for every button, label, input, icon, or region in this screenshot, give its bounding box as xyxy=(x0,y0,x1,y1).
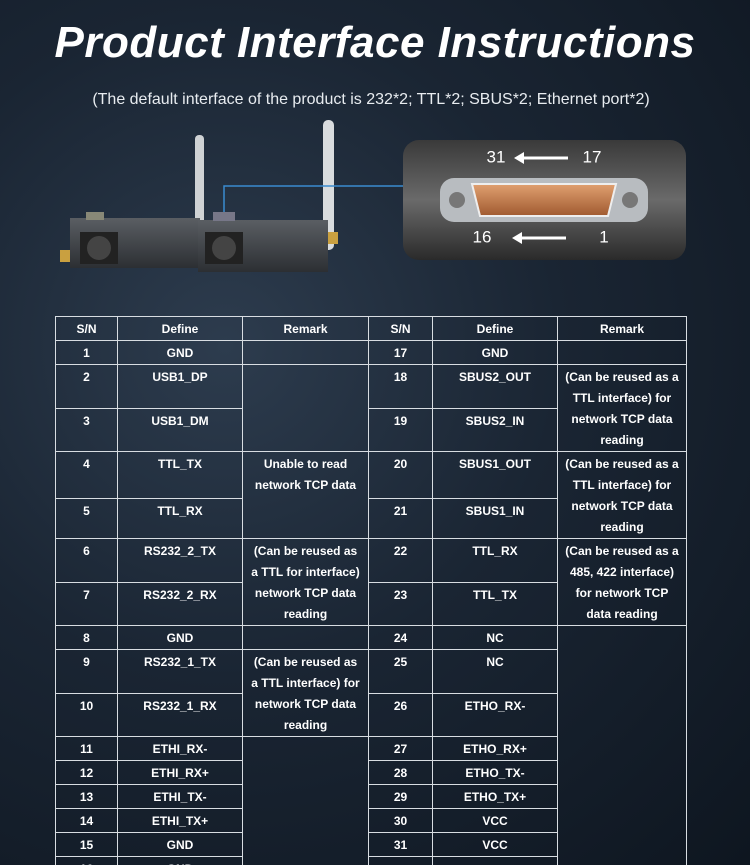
sn-cell: 22 xyxy=(368,538,433,583)
sn-cell: 9 xyxy=(55,649,118,694)
device-right xyxy=(198,120,403,272)
sn-cell: 17 xyxy=(368,340,433,365)
define-cell: GND xyxy=(432,340,558,365)
pin-label: 1 xyxy=(599,227,608,246)
define-cell: GND xyxy=(117,832,243,857)
define-cell: TTL_RX xyxy=(432,538,558,583)
sn-cell: 8 xyxy=(55,625,118,650)
remark-cell xyxy=(557,625,687,865)
column-header: Remark xyxy=(242,316,369,341)
sn-cell: 6 xyxy=(55,538,118,583)
pin-label: 16 xyxy=(473,227,492,246)
sn-cell: 20 xyxy=(368,450,433,500)
sn-cell: 31 xyxy=(368,832,433,857)
pin-table: S/N Define Remark S/N Define Remark 1 GND 17 GND 2… xyxy=(55,316,687,865)
define-cell: ETHO_RX- xyxy=(432,692,558,737)
column-header: S/N xyxy=(368,316,433,341)
define-cell: ETHI_TX- xyxy=(117,784,243,809)
device-left xyxy=(60,135,204,268)
sn-cell: 4 xyxy=(55,450,118,500)
sn-cell: 27 xyxy=(368,736,433,761)
define-cell: ETHO_TX+ xyxy=(432,784,558,809)
remark-cell xyxy=(242,340,369,365)
sn-cell: 19 xyxy=(368,407,433,452)
sn-cell: 24 xyxy=(368,625,433,650)
remark-cell xyxy=(242,625,369,650)
sn-cell: 21 xyxy=(368,498,433,539)
sn-cell: 14 xyxy=(55,808,118,833)
title: Product Interface Instructions xyxy=(54,18,696,67)
remark-cell: (Can be reused as a TTL for interface) n… xyxy=(242,538,369,626)
remark-cell: (Can be reused as a TTL interface) for n… xyxy=(242,649,369,737)
connector-panel: 31 17 16 1 xyxy=(403,140,686,260)
sn-cell: 7 xyxy=(55,581,118,626)
define-cell: TTL_TX xyxy=(117,450,243,500)
sn-cell: 18 xyxy=(368,364,433,409)
empty-cell xyxy=(368,856,433,865)
sn-cell: 13 xyxy=(55,784,118,809)
define-cell: VCC xyxy=(432,832,558,857)
sn-cell: 23 xyxy=(368,581,433,626)
sn-cell: 25 xyxy=(368,649,433,694)
sn-cell: 28 xyxy=(368,760,433,785)
define-cell: ETHO_TX- xyxy=(432,760,558,785)
subtitle: (The default interface of the product is… xyxy=(92,91,650,108)
remark-cell xyxy=(557,340,687,365)
sn-cell: 3 xyxy=(55,407,118,452)
sn-cell: 26 xyxy=(368,692,433,737)
column-header: Define xyxy=(432,316,558,341)
pin-label: 17 xyxy=(583,147,602,166)
remark-cell: (Can be reused as a TTL interface) for n… xyxy=(557,451,687,539)
define-cell: SBUS1_OUT xyxy=(432,450,558,500)
sn-cell: 1 xyxy=(55,340,118,365)
empty-cell xyxy=(432,856,558,865)
sn-cell: 15 xyxy=(55,832,118,857)
define-cell: ETHI_TX+ xyxy=(117,808,243,833)
define-cell: TTL_RX xyxy=(117,498,243,539)
define-cell: GND xyxy=(117,856,243,865)
pin-label: 31 xyxy=(487,147,506,166)
define-cell: VCC xyxy=(432,808,558,833)
sn-cell: 16 xyxy=(55,856,118,865)
remark-cell: (Can be reused as a TTL interface) for n… xyxy=(557,364,687,452)
sn-cell: 30 xyxy=(368,808,433,833)
define-cell: NC xyxy=(432,625,558,650)
define-cell: SBUS1_IN xyxy=(432,498,558,539)
define-cell: USB1_DP xyxy=(117,364,243,409)
sn-cell: 10 xyxy=(55,692,118,737)
define-cell: RS232_2_TX xyxy=(117,538,243,583)
define-cell: NC xyxy=(432,649,558,694)
define-cell: TTL_TX xyxy=(432,581,558,626)
define-cell: SBUS2_IN xyxy=(432,407,558,452)
define-cell: GND xyxy=(117,340,243,365)
define-cell: SBUS2_OUT xyxy=(432,364,558,409)
sn-cell: 5 xyxy=(55,498,118,539)
remark-cell: Unable to read network TCP data xyxy=(242,451,369,539)
column-header: Define xyxy=(117,316,243,341)
define-cell: USB1_DM xyxy=(117,407,243,452)
sn-cell: 29 xyxy=(368,784,433,809)
define-cell: GND xyxy=(117,625,243,650)
define-cell: RS232_2_RX xyxy=(117,581,243,626)
column-header: S/N xyxy=(55,316,118,341)
remark-cell xyxy=(242,364,369,452)
define-cell: ETHI_RX+ xyxy=(117,760,243,785)
sn-cell: 11 xyxy=(55,736,118,761)
column-header: Remark xyxy=(557,316,687,341)
define-cell: ETHI_RX- xyxy=(117,736,243,761)
define-cell: RS232_1_RX xyxy=(117,692,243,737)
sn-cell: 12 xyxy=(55,760,118,785)
remark-cell: (Can be reused as a 485, 422 interface) … xyxy=(557,538,687,626)
define-cell: RS232_1_TX xyxy=(117,649,243,694)
define-cell: ETHO_RX+ xyxy=(432,736,558,761)
sn-cell: 2 xyxy=(55,364,118,409)
remark-cell xyxy=(242,736,369,865)
